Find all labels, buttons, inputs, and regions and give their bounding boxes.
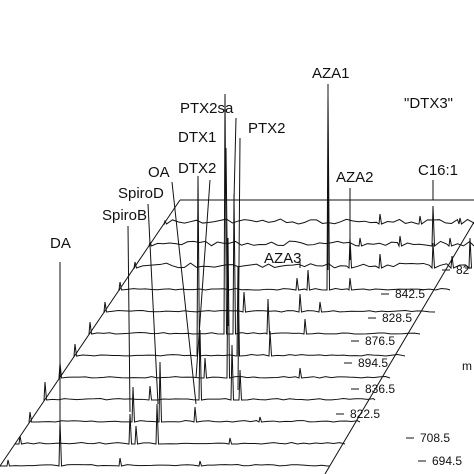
peak-label: DTX2 [178, 160, 216, 177]
frame-edge [0, 200, 180, 466]
peak-label: AZA1 [312, 65, 350, 82]
peak-label: SpiroD [118, 185, 164, 202]
trace [164, 214, 474, 224]
leader-line [234, 118, 236, 200]
peak-label: AZA3 [264, 250, 302, 267]
peak-label: PTX2 [248, 120, 286, 137]
peak-label: OA [148, 164, 170, 181]
peak-label: DA [50, 235, 71, 252]
peak-label: SpiroB [102, 207, 147, 224]
trace-label: 694.5 [432, 454, 462, 468]
annotation: "DTX3" [404, 95, 453, 112]
trace [134, 238, 472, 268]
axis-label: m [462, 359, 472, 373]
trace-label: 708.5 [420, 431, 450, 445]
peak-label: AZA2 [336, 169, 374, 186]
peak-label: PTX2sa [180, 100, 234, 117]
leader-line [128, 226, 130, 412]
trace-label: 842.5 [395, 287, 425, 301]
trace-label: 82 [456, 263, 470, 277]
trace [15, 404, 345, 444]
leader-line [172, 182, 196, 404]
peak-label: DTX1 [178, 129, 216, 146]
trace-label: 894.5 [358, 356, 388, 370]
peak-label: C16:1 [418, 162, 458, 179]
trace-label: 836.5 [365, 382, 395, 396]
traces [0, 94, 474, 474]
trace-label: 876.5 [365, 334, 395, 348]
trace-label: 828.5 [382, 311, 412, 325]
trace-label: 822.5 [350, 407, 380, 421]
trace [44, 330, 375, 400]
